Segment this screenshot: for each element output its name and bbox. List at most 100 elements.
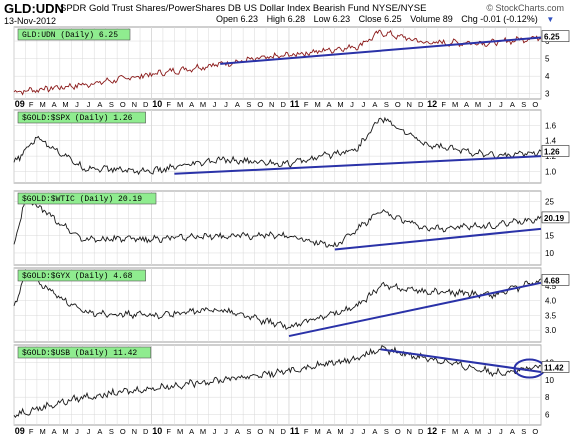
x-month-label: D	[281, 427, 287, 436]
quote-summary: Open 6.23 High 6.28 Low 6.23 Close 6.25 …	[216, 14, 560, 24]
security-fullname: SPDR Gold Trust Shares/PowerShares DB US…	[60, 3, 370, 14]
y-tick-label: 4	[545, 72, 550, 81]
x-month-label: M	[337, 100, 343, 109]
x-month-label: D	[418, 427, 424, 436]
x-month-label: M	[452, 427, 458, 436]
series-line	[13, 269, 542, 331]
x-month-label: A	[327, 100, 332, 109]
x-month-label: J	[75, 100, 79, 109]
x-month-label: F	[29, 427, 34, 436]
last-value-label: 6.25	[544, 33, 560, 42]
x-month-label: A	[189, 427, 194, 436]
x-year-label: 10	[152, 426, 162, 436]
y-tick-label: 4.5	[545, 282, 557, 291]
x-month-label: M	[200, 100, 206, 109]
x-year-label: 12	[427, 426, 437, 436]
x-month-label: O	[532, 427, 538, 436]
x-month-label: F	[441, 100, 446, 109]
y-tick-label: 15	[545, 232, 554, 241]
last-value-label: 11.42	[544, 363, 564, 372]
x-month-label: O	[257, 100, 263, 109]
x-month-label: S	[246, 427, 251, 436]
y-tick-label: 1.4	[545, 137, 557, 146]
series-legend-label: $GOLD:$USB (Daily) 11.42	[22, 349, 137, 358]
x-month-label: S	[246, 100, 251, 109]
x-month-label: M	[314, 427, 320, 436]
x-month-label: O	[120, 427, 126, 436]
last-value-box	[541, 211, 570, 224]
x-month-label: J	[362, 100, 366, 109]
x-month-label: M	[62, 427, 68, 436]
x-year-label: 11	[290, 426, 300, 436]
y-tick-label: 6	[545, 411, 550, 420]
last-value-box	[541, 30, 570, 43]
y-tick-label: 3.5	[545, 311, 557, 320]
security-name: SPDR Gold Trust Shares/PowerShares DB US…	[60, 3, 426, 14]
x-year-label: 09	[15, 99, 25, 109]
y-tick-label: 3.0	[545, 326, 557, 335]
x-month-label: A	[372, 427, 377, 436]
x-month-label: A	[235, 100, 240, 109]
x-month-label: O	[532, 100, 538, 109]
x-month-label: J	[224, 100, 228, 109]
x-month-label: N	[132, 100, 137, 109]
high-value: High 6.28	[266, 14, 306, 24]
chart-header: GLD:UDN SPDR Gold Trust Shares/PowerShar…	[0, 0, 570, 26]
x-month-label: D	[281, 100, 287, 109]
x-month-label: A	[52, 427, 57, 436]
x-month-label: J	[87, 427, 91, 436]
series-line	[13, 29, 542, 96]
x-month-label: O	[120, 100, 126, 109]
y-tick-label: 5	[545, 55, 550, 64]
last-value-box	[541, 274, 570, 286]
last-value-box	[541, 145, 570, 157]
symbol-label: GLD:UDN	[4, 1, 64, 16]
trendline	[334, 227, 542, 251]
x-month-label: A	[189, 100, 194, 109]
x-month-label: O	[257, 427, 263, 436]
x-month-label: D	[143, 100, 149, 109]
last-value-label: 4.68	[544, 276, 560, 285]
close-value: Close 6.25	[358, 14, 402, 24]
x-month-label: A	[52, 100, 57, 109]
series-legend-box	[17, 111, 146, 124]
x-month-label: F	[304, 427, 309, 436]
x-month-label: J	[499, 100, 503, 109]
series-line	[13, 193, 542, 248]
x-month-label: F	[441, 427, 446, 436]
x-month-label: O	[395, 427, 401, 436]
x-month-label: M	[475, 100, 481, 109]
x-month-label: M	[177, 427, 183, 436]
y-tick-label: 8	[545, 393, 550, 402]
x-month-label: A	[235, 427, 240, 436]
x-year-label: 10	[152, 99, 162, 109]
triangle-down-icon: ▼	[546, 15, 555, 24]
low-value: Low 6.23	[313, 14, 351, 24]
series-legend-label: $GOLD:$WTIC (Daily) 20.19	[22, 195, 142, 204]
x-month-label: A	[464, 427, 469, 436]
chart-date: 13-Nov-2012	[4, 16, 57, 26]
x-year-label: 09	[15, 426, 25, 436]
x-month-label: D	[143, 427, 149, 436]
x-month-label: A	[97, 427, 102, 436]
change-value: Chg -0.01 (-0.12%)	[461, 14, 538, 24]
x-month-label: J	[350, 427, 354, 436]
x-month-label: A	[510, 427, 515, 436]
y-tick-label: 10	[545, 249, 554, 258]
exchange-label: NYSE/NYSE	[372, 3, 427, 14]
series-line	[13, 345, 542, 418]
series-legend-box	[17, 269, 146, 282]
x-month-label: A	[97, 100, 102, 109]
trendline	[288, 281, 542, 338]
series-legend-box	[17, 346, 152, 359]
x-month-label: A	[464, 100, 469, 109]
x-month-label: A	[372, 100, 377, 109]
x-month-label: N	[407, 100, 412, 109]
stockcharts-logo[interactable]: © StockCharts.com	[486, 3, 564, 13]
x-month-label: N	[269, 427, 274, 436]
x-month-label: J	[499, 427, 503, 436]
series-legend-box	[17, 192, 157, 205]
series-line	[13, 116, 542, 176]
x-month-label: A	[510, 100, 515, 109]
